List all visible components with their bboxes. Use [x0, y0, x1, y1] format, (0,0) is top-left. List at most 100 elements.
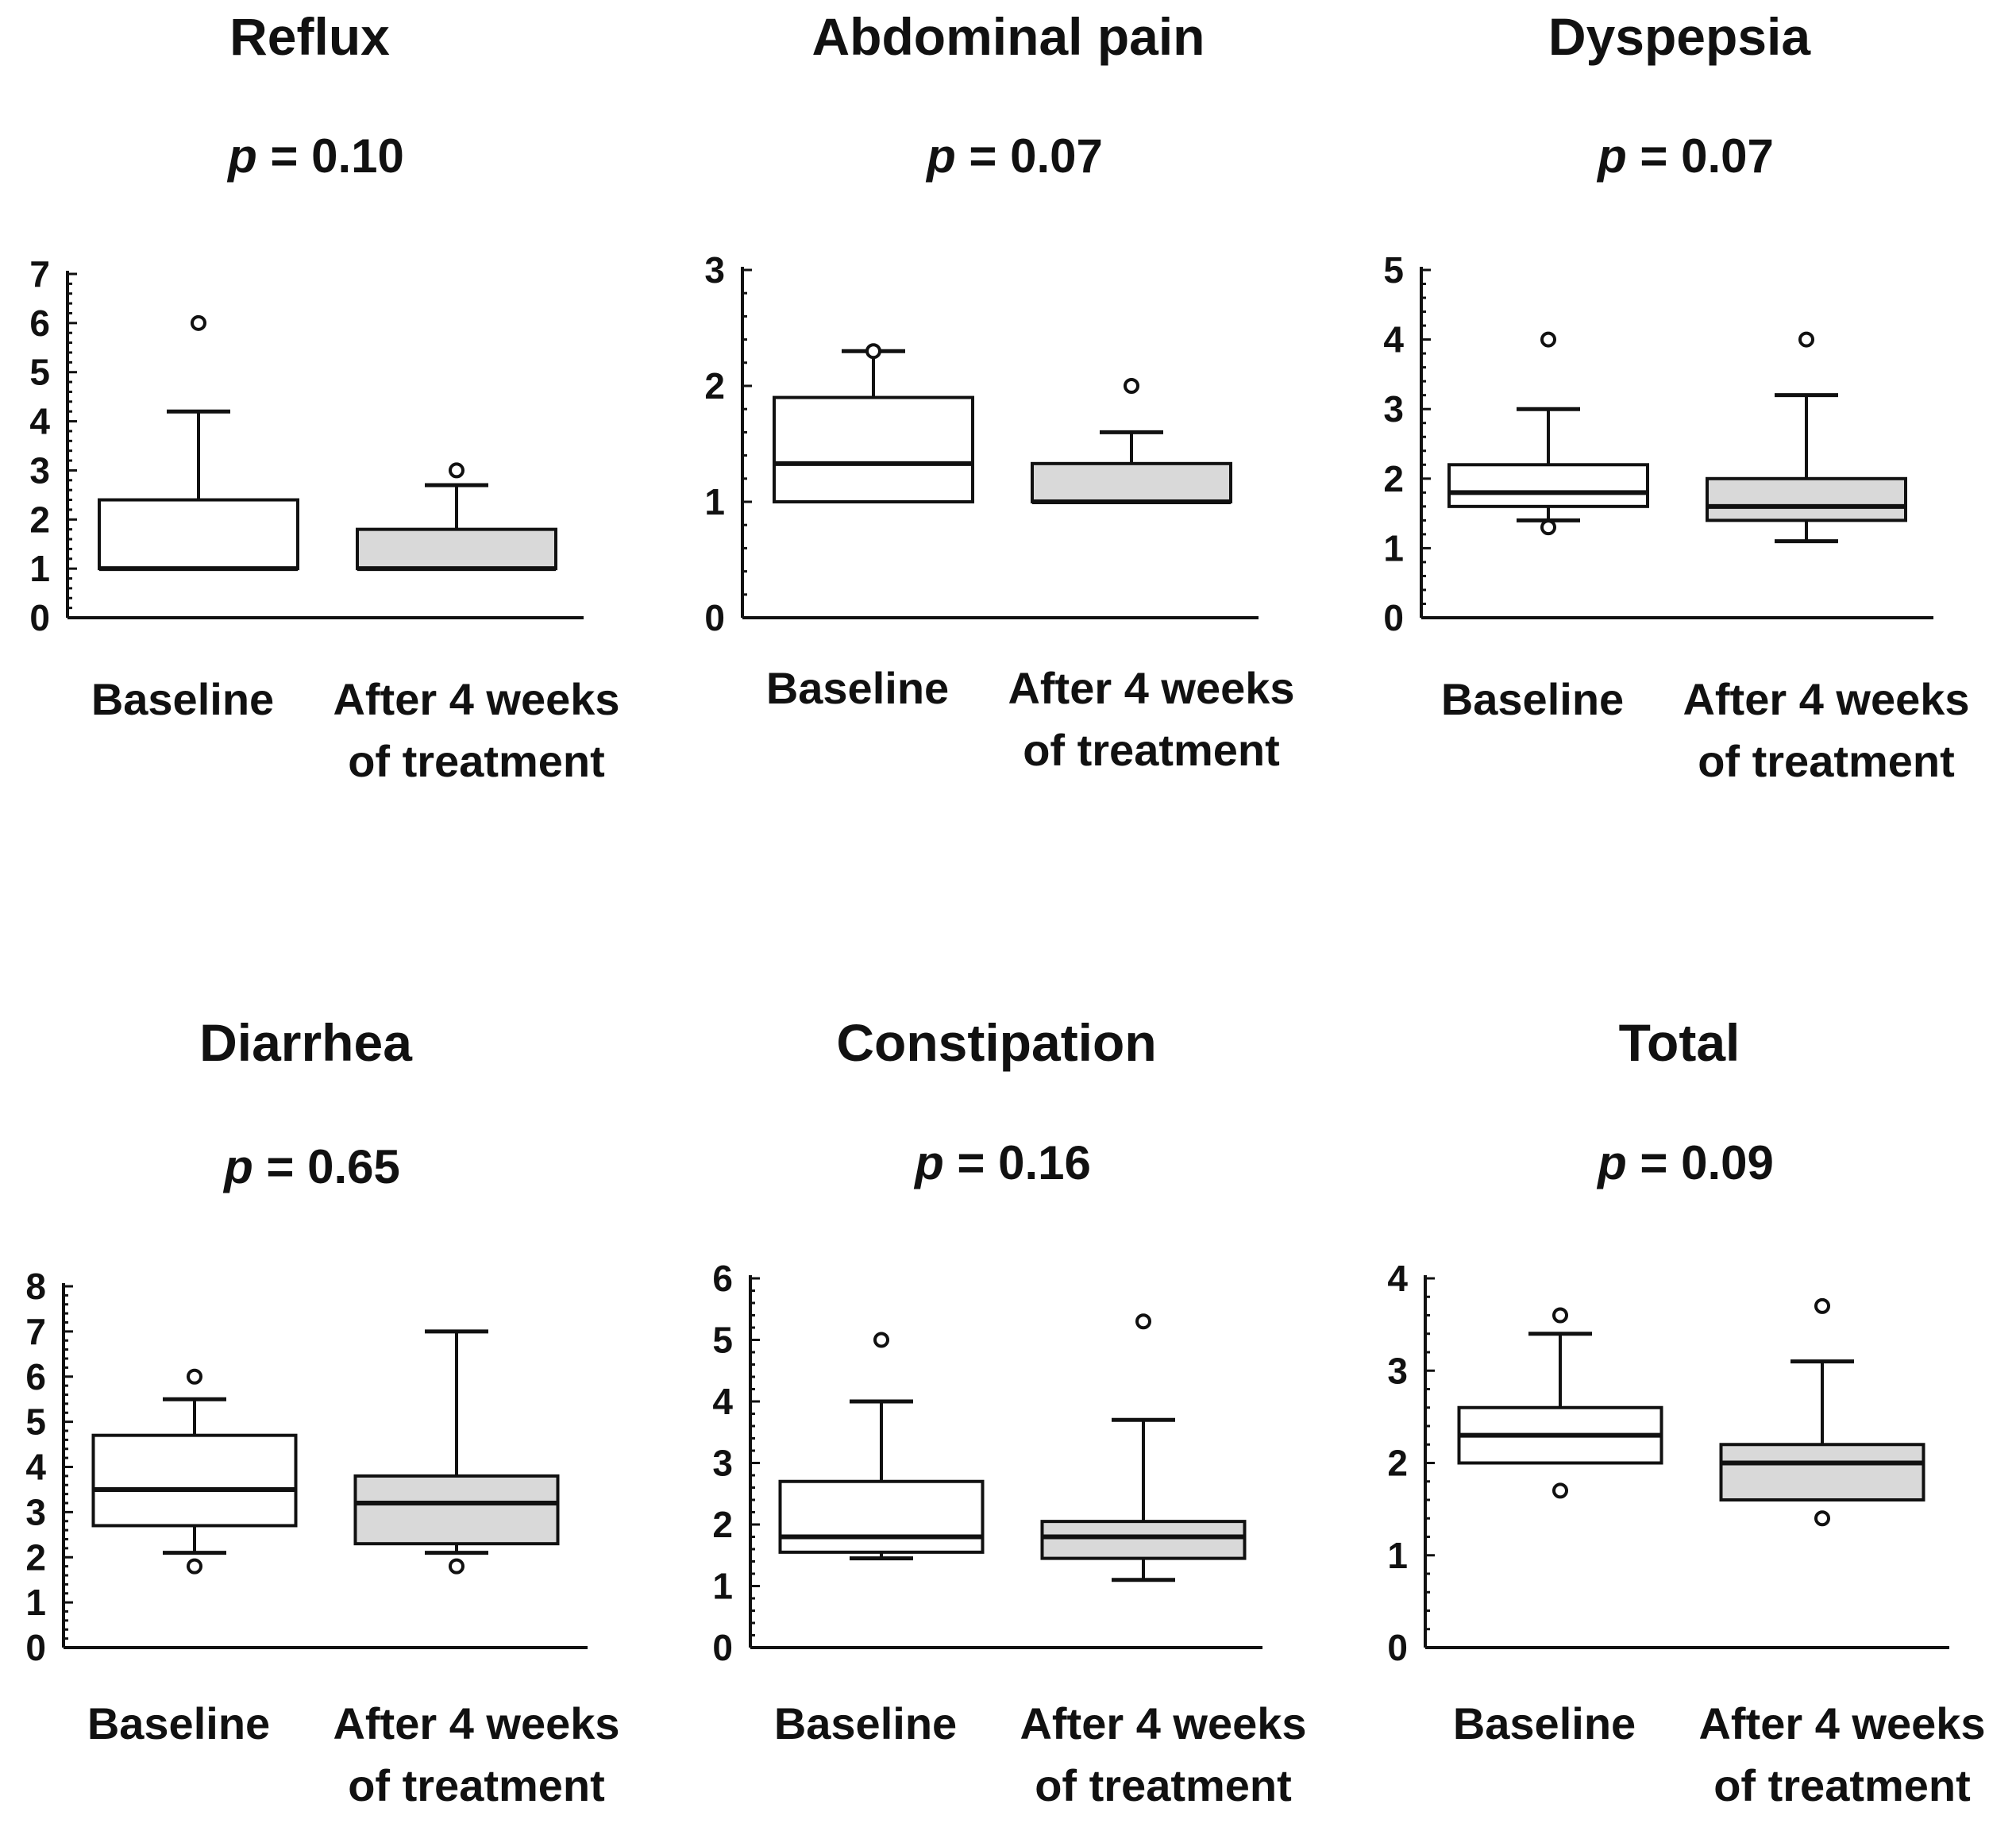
x-label-line1: After 4 weeks — [333, 674, 620, 724]
chart-title: Dyspepsia — [1548, 7, 1811, 66]
boxplot-after-treatment — [1719, 1297, 1925, 1527]
iqr-box — [356, 527, 557, 571]
y-tick-label: 1 — [1383, 527, 1404, 569]
y-tick-label: 6 — [25, 1356, 46, 1397]
outlier-point — [1798, 331, 1814, 348]
y-tick-label: 6 — [712, 1258, 733, 1299]
y-tick-label: 3 — [25, 1491, 46, 1532]
x-label-baseline: Baseline — [766, 657, 949, 719]
outlier-point — [449, 462, 464, 479]
x-label-line2: of treatment — [1713, 1760, 1971, 1810]
boxplot-baseline — [91, 1368, 298, 1575]
p-symbol: p — [1598, 1136, 1627, 1189]
outlier-point — [1552, 1307, 1568, 1324]
x-label-line1: Baseline — [1440, 674, 1625, 724]
p-value: = 0.16 — [957, 1136, 1091, 1189]
y-tick-label: 1 — [712, 1566, 733, 1607]
p-value: = 0.65 — [266, 1140, 400, 1193]
x-label-after-treatment: After 4 weeks of treatment — [1683, 669, 1969, 792]
p-value: = 0.07 — [969, 129, 1103, 183]
iqr-box — [1031, 461, 1232, 504]
y-tick-label: 8 — [25, 1266, 46, 1307]
x-label-line1: After 4 weeks — [333, 1698, 620, 1748]
outlier-point — [191, 314, 206, 331]
x-label-baseline: Baseline — [1453, 1693, 1636, 1755]
p-value-label: p = 0.10 — [228, 129, 404, 183]
y-tick-label: 7 — [29, 253, 50, 295]
boxplot-after-treatment — [1031, 378, 1232, 504]
x-label-baseline: Baseline — [774, 1693, 957, 1755]
p-symbol: p — [927, 129, 956, 183]
iqr-box — [773, 395, 974, 503]
y-tick-label: 0 — [25, 1627, 46, 1668]
outlier-point — [1540, 519, 1556, 536]
y-tick-label: 2 — [712, 1504, 733, 1545]
p-value-label: p = 0.07 — [1598, 129, 1774, 183]
x-label-line1: After 4 weeks — [1683, 674, 1970, 724]
y-tick-label: 3 — [1383, 388, 1404, 430]
p-value-label: p = 0.09 — [1598, 1135, 1774, 1190]
outlier-point — [1540, 331, 1556, 348]
x-label-line1: After 4 weeks — [1698, 1698, 1986, 1748]
p-symbol: p — [915, 1136, 944, 1189]
y-tick-label: 5 — [25, 1401, 46, 1443]
iqr-box — [353, 1474, 560, 1546]
x-label-line1: After 4 weeks — [1008, 663, 1295, 713]
y-tick-label: 2 — [25, 1536, 46, 1578]
y-tick-label: 1 — [25, 1582, 46, 1623]
y-tick-label: 0 — [29, 597, 50, 638]
outlier-point — [449, 1558, 464, 1575]
outlier-point — [187, 1368, 202, 1385]
x-label-line2: of treatment — [348, 736, 605, 786]
chart-title: Constipation — [836, 1013, 1157, 1072]
y-tick-label: 1 — [704, 481, 725, 522]
y-tick-label: 2 — [1387, 1443, 1408, 1484]
y-tick-label: 5 — [712, 1320, 733, 1361]
outlier-point — [187, 1558, 202, 1575]
y-tick-label: 4 — [29, 401, 50, 442]
y-tick-label: 7 — [25, 1311, 46, 1352]
x-label-line1: Baseline — [91, 674, 275, 724]
x-label-line2: of treatment — [1023, 725, 1280, 775]
y-tick-label: 3 — [704, 249, 725, 291]
p-symbol: p — [1598, 129, 1627, 183]
iqr-box — [98, 498, 299, 571]
y-tick-label: 4 — [1383, 319, 1404, 360]
boxplot-after-treatment — [1706, 331, 1907, 544]
x-label-after-treatment: After 4 weeks of treatment — [1020, 1693, 1306, 1817]
x-label-line1: Baseline — [87, 1698, 271, 1748]
iqr-box — [778, 1479, 985, 1554]
iqr-box — [1719, 1443, 1925, 1501]
chart-title: Total — [1618, 1013, 1740, 1072]
y-tick-label: 2 — [29, 499, 50, 540]
boxplot-baseline — [778, 1332, 985, 1561]
x-label-line2: of treatment — [1698, 736, 1955, 786]
boxplot-after-treatment — [1040, 1313, 1247, 1582]
boxplot-after-treatment — [356, 462, 557, 572]
x-label-line2: of treatment — [1035, 1760, 1292, 1810]
y-tick-label: 6 — [29, 303, 50, 344]
x-label-line2: of treatment — [348, 1760, 605, 1810]
x-label-line1: Baseline — [773, 1698, 958, 1748]
x-label-baseline: Baseline — [1441, 669, 1624, 730]
y-tick-label: 4 — [712, 1381, 733, 1422]
boxplot-baseline — [773, 343, 974, 503]
y-tick-label: 2 — [1383, 458, 1404, 499]
boxplot-baseline — [1447, 331, 1649, 536]
boxplot-baseline — [1457, 1307, 1663, 1499]
outlier-point — [1135, 1313, 1151, 1330]
outlier-point — [1814, 1510, 1830, 1527]
outlier-point — [865, 343, 881, 360]
y-tick-label: 0 — [1387, 1627, 1408, 1668]
chart-title: Diarrhea — [199, 1013, 412, 1072]
y-tick-label: 3 — [1387, 1350, 1408, 1391]
boxplot-baseline — [98, 314, 299, 572]
x-label-after-treatment: After 4 weeks of treatment — [333, 1693, 619, 1817]
p-value: = 0.10 — [270, 129, 404, 183]
p-symbol: p — [224, 1140, 253, 1193]
p-value-label: p = 0.16 — [915, 1135, 1091, 1190]
y-tick-label: 4 — [1387, 1258, 1408, 1299]
